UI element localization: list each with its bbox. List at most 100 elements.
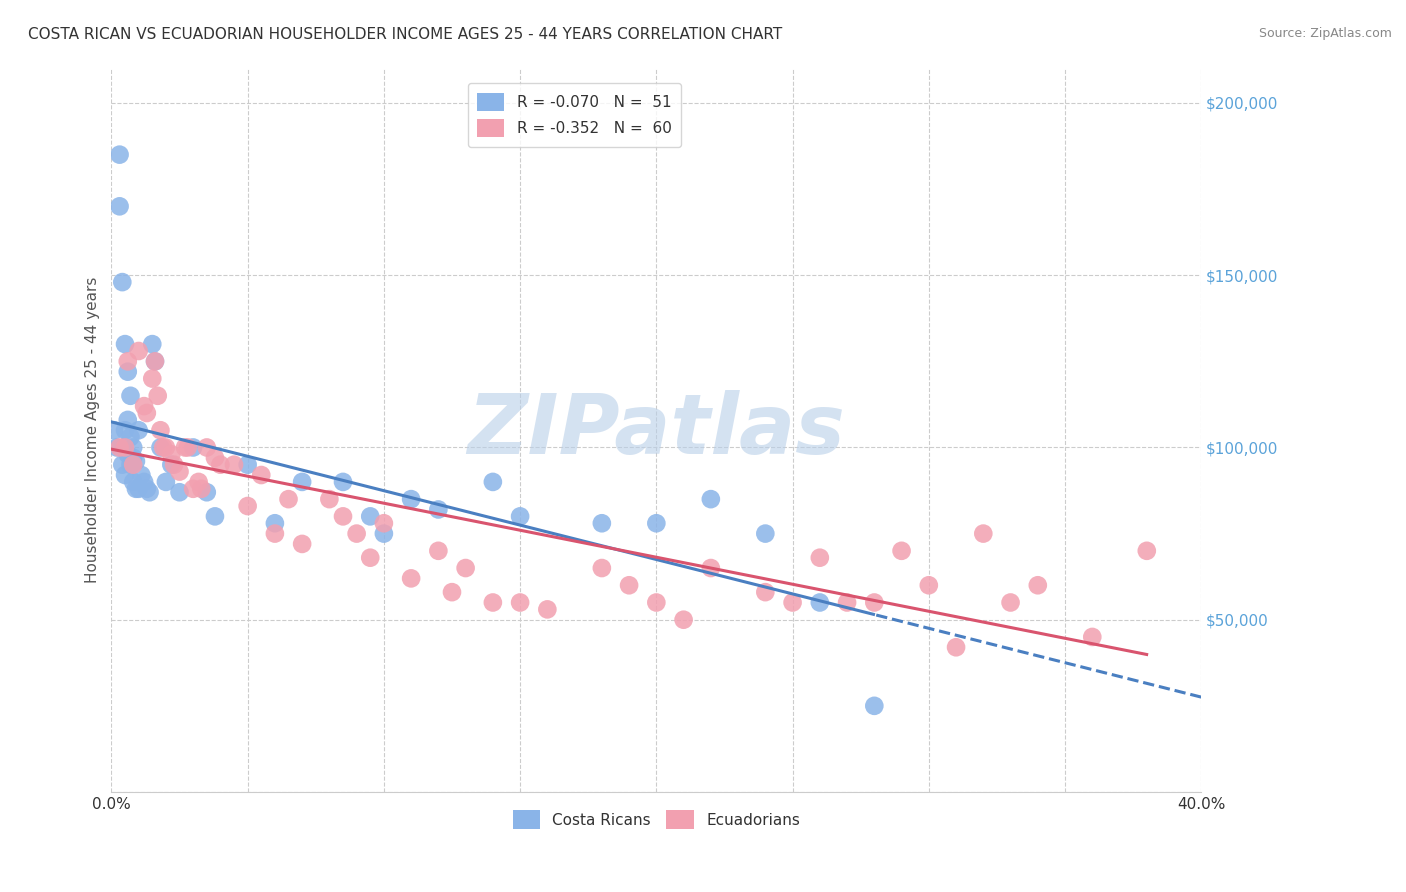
Point bbox=[332, 475, 354, 489]
Point bbox=[149, 441, 172, 455]
Point bbox=[591, 561, 613, 575]
Point bbox=[222, 458, 245, 472]
Legend: Costa Ricans, Ecuadorians: Costa Ricans, Ecuadorians bbox=[506, 804, 806, 835]
Point bbox=[808, 550, 831, 565]
Text: COSTA RICAN VS ECUADORIAN HOUSEHOLDER INCOME AGES 25 - 44 YEARS CORRELATION CHAR: COSTA RICAN VS ECUADORIAN HOUSEHOLDER IN… bbox=[28, 27, 782, 42]
Point bbox=[509, 509, 531, 524]
Point bbox=[111, 275, 134, 289]
Point bbox=[399, 492, 422, 507]
Point bbox=[163, 458, 186, 472]
Point bbox=[174, 441, 197, 455]
Point bbox=[264, 526, 287, 541]
Point bbox=[122, 441, 145, 455]
Point bbox=[128, 423, 150, 437]
Point bbox=[181, 441, 204, 455]
Point bbox=[645, 516, 668, 531]
Point bbox=[945, 640, 967, 655]
Point bbox=[1000, 595, 1022, 609]
Point bbox=[291, 475, 314, 489]
Point bbox=[645, 595, 668, 609]
Point bbox=[135, 482, 157, 496]
Point bbox=[132, 399, 155, 413]
Point bbox=[700, 492, 723, 507]
Point bbox=[918, 578, 941, 592]
Point bbox=[108, 441, 131, 455]
Point bbox=[146, 389, 169, 403]
Point bbox=[373, 516, 395, 531]
Point bbox=[135, 406, 157, 420]
Point bbox=[108, 147, 131, 161]
Point bbox=[117, 413, 139, 427]
Point bbox=[160, 447, 183, 461]
Point bbox=[108, 199, 131, 213]
Point bbox=[103, 423, 125, 437]
Point bbox=[427, 502, 450, 516]
Point bbox=[373, 526, 395, 541]
Point bbox=[359, 509, 381, 524]
Point bbox=[754, 526, 776, 541]
Point bbox=[454, 561, 477, 575]
Point bbox=[1081, 630, 1104, 644]
Point bbox=[141, 337, 163, 351]
Point bbox=[160, 458, 183, 472]
Point bbox=[177, 441, 200, 455]
Point bbox=[754, 585, 776, 599]
Point bbox=[169, 465, 191, 479]
Point bbox=[482, 595, 505, 609]
Point bbox=[120, 458, 142, 472]
Point bbox=[114, 441, 136, 455]
Point bbox=[236, 458, 259, 472]
Point bbox=[125, 482, 148, 496]
Point bbox=[250, 468, 273, 483]
Point bbox=[138, 485, 160, 500]
Point bbox=[672, 613, 695, 627]
Point bbox=[399, 571, 422, 585]
Point bbox=[346, 526, 368, 541]
Point bbox=[114, 337, 136, 351]
Point bbox=[509, 595, 531, 609]
Point bbox=[114, 468, 136, 483]
Point bbox=[190, 482, 212, 496]
Point bbox=[114, 423, 136, 437]
Point bbox=[536, 602, 558, 616]
Point bbox=[359, 550, 381, 565]
Point bbox=[195, 441, 218, 455]
Point bbox=[291, 537, 314, 551]
Point bbox=[890, 544, 912, 558]
Point bbox=[149, 423, 172, 437]
Point bbox=[120, 389, 142, 403]
Point bbox=[264, 516, 287, 531]
Point bbox=[169, 485, 191, 500]
Point bbox=[117, 354, 139, 368]
Point bbox=[440, 585, 463, 599]
Text: ZIPatlas: ZIPatlas bbox=[467, 390, 845, 471]
Point bbox=[152, 441, 174, 455]
Point bbox=[120, 430, 142, 444]
Point bbox=[128, 482, 150, 496]
Point bbox=[617, 578, 640, 592]
Point bbox=[117, 447, 139, 461]
Y-axis label: Householder Income Ages 25 - 44 years: Householder Income Ages 25 - 44 years bbox=[86, 277, 100, 583]
Point bbox=[1026, 578, 1049, 592]
Point bbox=[155, 475, 177, 489]
Point bbox=[122, 458, 145, 472]
Point bbox=[143, 354, 166, 368]
Point bbox=[132, 475, 155, 489]
Point bbox=[181, 482, 204, 496]
Point bbox=[782, 595, 804, 609]
Point bbox=[427, 544, 450, 558]
Point bbox=[204, 509, 226, 524]
Point bbox=[105, 441, 128, 455]
Point bbox=[122, 450, 145, 465]
Point bbox=[700, 561, 723, 575]
Point bbox=[204, 450, 226, 465]
Point bbox=[122, 475, 145, 489]
Point bbox=[318, 492, 340, 507]
Point bbox=[863, 595, 886, 609]
Point bbox=[863, 698, 886, 713]
Point bbox=[482, 475, 505, 489]
Point bbox=[332, 509, 354, 524]
Point bbox=[141, 371, 163, 385]
Point bbox=[125, 454, 148, 468]
Point bbox=[187, 475, 209, 489]
